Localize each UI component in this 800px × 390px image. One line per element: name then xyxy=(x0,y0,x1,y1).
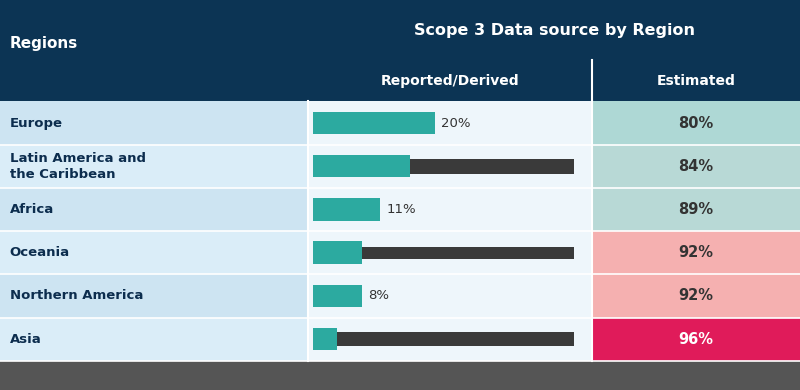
Bar xyxy=(0,188,308,231)
Text: Africa: Africa xyxy=(10,203,54,216)
Bar xyxy=(592,231,800,274)
Text: 11%: 11% xyxy=(386,203,416,216)
Bar xyxy=(313,241,362,264)
Bar xyxy=(0,60,308,101)
Text: 96%: 96% xyxy=(678,332,714,347)
Bar xyxy=(592,145,800,188)
Bar xyxy=(592,101,800,145)
Text: Scope 3 Data source by Region: Scope 3 Data source by Region xyxy=(414,23,694,38)
Bar xyxy=(410,159,574,174)
Bar xyxy=(0,231,308,274)
Bar xyxy=(308,101,592,145)
Bar xyxy=(0,361,800,390)
Bar xyxy=(308,231,592,274)
Text: Latin America and
the Caribbean: Latin America and the Caribbean xyxy=(10,152,146,181)
Text: 20%: 20% xyxy=(442,117,471,129)
Text: 92%: 92% xyxy=(678,289,714,303)
Bar xyxy=(592,188,800,231)
Text: Northern America: Northern America xyxy=(10,289,143,302)
Bar xyxy=(313,112,435,134)
Bar xyxy=(338,332,574,346)
Bar xyxy=(0,101,308,145)
Text: 8%: 8% xyxy=(368,289,389,302)
Bar xyxy=(0,0,800,60)
Bar xyxy=(362,246,574,259)
Bar xyxy=(308,317,592,361)
Text: Regions: Regions xyxy=(10,36,78,51)
Bar xyxy=(592,60,800,101)
Text: 92%: 92% xyxy=(678,245,714,260)
Bar xyxy=(308,145,592,188)
Bar xyxy=(0,317,308,361)
Text: Reported/Derived: Reported/Derived xyxy=(381,74,519,88)
Bar xyxy=(313,328,338,350)
Text: Oceania: Oceania xyxy=(10,246,70,259)
Text: 80%: 80% xyxy=(678,115,714,131)
Bar xyxy=(308,188,592,231)
Text: 89%: 89% xyxy=(678,202,714,217)
Text: Estimated: Estimated xyxy=(657,74,735,88)
Bar xyxy=(0,274,308,317)
Bar xyxy=(0,145,308,188)
Bar xyxy=(313,155,410,177)
Text: 84%: 84% xyxy=(678,159,714,174)
Text: Europe: Europe xyxy=(10,117,62,129)
Bar xyxy=(313,285,362,307)
Bar xyxy=(313,198,380,221)
Bar xyxy=(308,60,592,101)
Bar xyxy=(592,317,800,361)
Bar xyxy=(592,274,800,317)
Bar xyxy=(308,274,592,317)
Text: Asia: Asia xyxy=(10,333,42,346)
